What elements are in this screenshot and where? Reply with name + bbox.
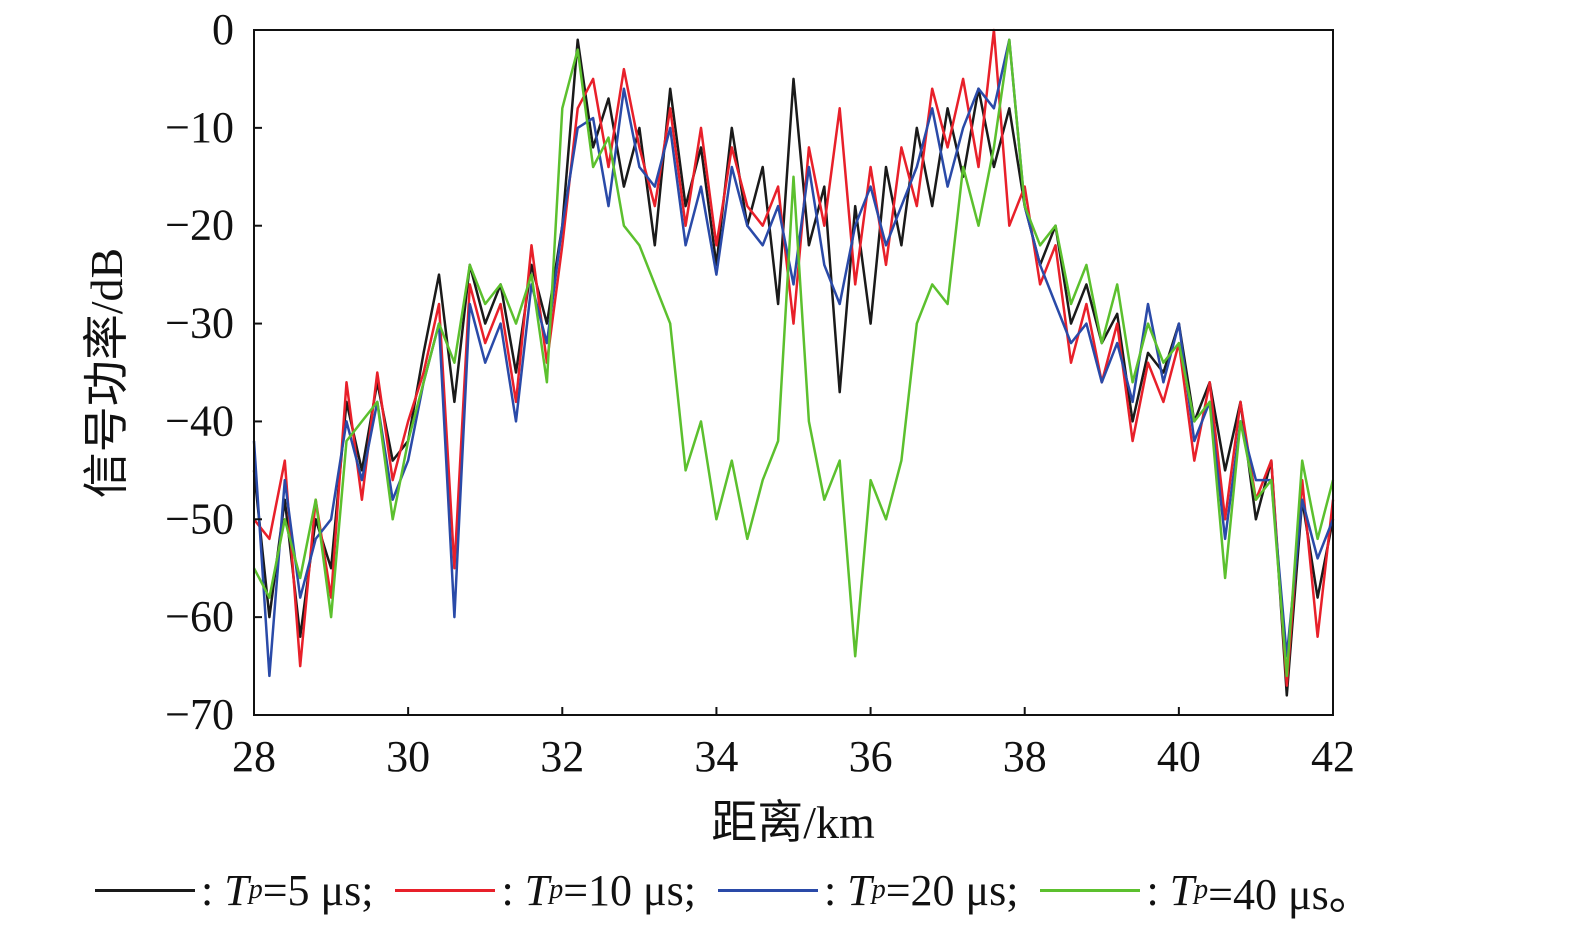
y-tick-label: 0	[212, 5, 234, 54]
x-tick-label: 40	[1157, 732, 1201, 781]
y-axis-label: 信号功率/dB	[81, 248, 132, 498]
legend-colon: :	[823, 865, 848, 915]
legend-subscript: p	[248, 874, 263, 905]
legend-symbol: T	[847, 865, 872, 915]
y-tick-label: −70	[165, 690, 234, 739]
chart: 28 30 32 34 36 38 40 42 0 −10 −20 −30 −40 −50 −60 −70 距…	[81, 5, 1355, 848]
series-line-3	[252, 38, 1335, 678]
y-tick-label: −40	[165, 396, 234, 445]
legend-colon: :	[201, 865, 225, 915]
x-tick-label: 36	[849, 732, 893, 781]
legend-swatch	[717, 888, 818, 892]
legend-text: =5 μs;	[262, 865, 374, 915]
legend-text: =10 μs;	[563, 865, 696, 915]
series-layer	[252, 28, 1335, 697]
legend-text: =20 μs;	[885, 865, 1019, 915]
legend-symbol: T	[1169, 865, 1195, 915]
legend-text: =40 μs。	[1208, 870, 1373, 919]
x-axis-label: 距离/km	[711, 797, 875, 848]
x-tick-label: 30	[386, 732, 430, 781]
legend-colon: :	[1146, 865, 1170, 915]
legend-subscript: p	[871, 874, 886, 905]
x-tick-label: 42	[1311, 732, 1355, 781]
series-line-2	[252, 38, 1335, 678]
series-line-0	[252, 38, 1335, 697]
legend-swatch	[95, 888, 195, 892]
y-tick-label: −60	[165, 592, 234, 641]
legend-subscript: p	[1194, 874, 1209, 905]
y-tick-label: −50	[165, 494, 234, 543]
y-tick-label: −10	[165, 103, 234, 152]
legend-subscript: p	[549, 874, 564, 905]
x-tick-label: 32	[540, 732, 584, 781]
y-tick-label: −20	[165, 201, 234, 250]
series-line-1	[253, 28, 1335, 687]
legend-swatch	[1040, 888, 1141, 892]
legend-symbol: T	[524, 865, 550, 915]
y-tick-label: −30	[165, 299, 234, 348]
x-tick-label: 28	[232, 732, 276, 781]
legend-symbol: T	[224, 865, 249, 915]
x-tick-label: 34	[694, 732, 738, 781]
legend-swatch	[395, 888, 496, 892]
ticks-layer: 28 30 32 34 36 38 40 42 0 −10 −20 −30 −40 −50 −60 −70	[165, 5, 1355, 781]
legend-colon: :	[501, 865, 525, 915]
x-tick-label: 38	[1003, 732, 1047, 781]
plot-frame	[253, 29, 1334, 716]
